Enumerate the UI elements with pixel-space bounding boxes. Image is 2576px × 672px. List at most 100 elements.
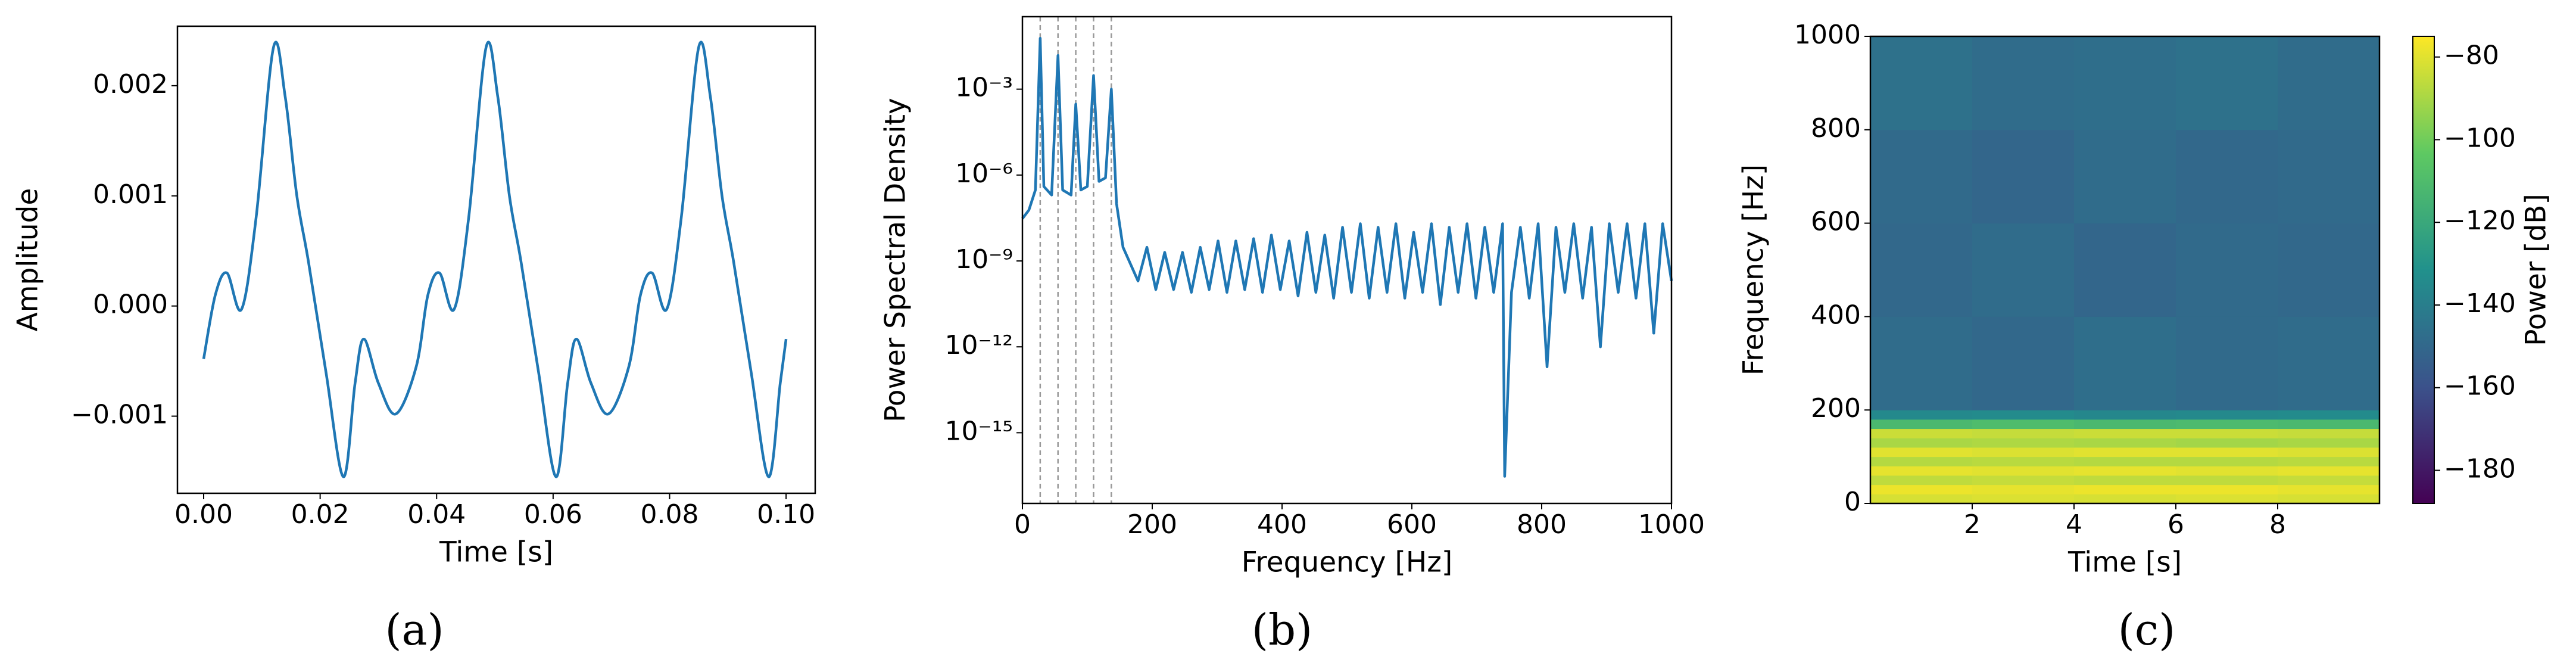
spectrogram-cell xyxy=(2278,456,2380,466)
y-axis-label: Amplitude xyxy=(12,188,45,332)
x-tick-label: 1000 xyxy=(1638,509,1705,540)
spectrogram-cell xyxy=(1972,456,2075,466)
x-tick-label: 400 xyxy=(1257,509,1307,540)
spectrogram-cell xyxy=(1972,410,2075,420)
spectrogram-cell xyxy=(1870,494,1973,504)
spectrogram-cell xyxy=(2278,36,2380,130)
spectrogram-cell xyxy=(2074,428,2176,438)
spectrogram-cell xyxy=(1972,484,2075,494)
colorbar-label: Power [dB] xyxy=(2520,194,2553,346)
spectrogram-cell xyxy=(2176,36,2278,130)
x-tick-label: 0.08 xyxy=(640,499,698,530)
spectrogram-cell xyxy=(2176,223,2278,317)
y-tick-label: 10⁻¹² xyxy=(945,330,1013,360)
spectrogram-cell xyxy=(1870,456,1973,466)
spectrogram-cell xyxy=(1870,438,1973,448)
spectrogram-cell xyxy=(1870,475,1973,486)
spectrogram-cell xyxy=(2074,466,2176,476)
y-tick-label: 600 xyxy=(1811,207,1861,237)
spectrogram-cell xyxy=(2278,223,2380,317)
y-tick-label: 10⁻¹⁵ xyxy=(945,416,1013,446)
colorbar-tick-label: −80 xyxy=(2444,41,2499,71)
spectrogram-cell xyxy=(2278,475,2380,486)
spectrogram-cell xyxy=(2176,494,2278,504)
spectrogram-cell xyxy=(1972,447,2075,458)
spectrogram-cell xyxy=(1972,494,2075,504)
spectrogram-cell xyxy=(2176,456,2278,466)
spectrogram-cell xyxy=(2278,447,2380,458)
y-tick-label: 0.002 xyxy=(93,69,168,99)
spectrogram-cell xyxy=(2176,466,2278,476)
spectrogram-cell xyxy=(1972,36,2075,130)
y-tick-label: 0.000 xyxy=(93,290,168,320)
x-tick-label: 800 xyxy=(1517,509,1567,540)
spectrogram-cell xyxy=(1870,484,1973,494)
x-tick-label: 0.00 xyxy=(174,499,233,530)
spectrogram-cell xyxy=(2074,438,2176,448)
axes-frame xyxy=(176,25,816,494)
spectrogram-cell xyxy=(1972,466,2075,476)
spectrogram-cell xyxy=(2278,494,2380,504)
x-tick-label: 200 xyxy=(1127,509,1177,540)
spectrogram-cell xyxy=(1972,428,2075,438)
x-tick-label: 0 xyxy=(1014,509,1031,540)
colorbar-tick-label: −140 xyxy=(2444,288,2516,319)
spectrogram-cell xyxy=(2074,316,2176,410)
spectrogram-cell xyxy=(1972,438,2075,448)
y-tick-label: 0.001 xyxy=(93,179,168,210)
y-tick-label: 0 xyxy=(1844,487,1861,517)
spectrogram-cell xyxy=(2074,456,2176,466)
colorbar-tick-label: −100 xyxy=(2444,123,2516,153)
panel-caption: (a) xyxy=(385,605,444,655)
y-tick-label: 400 xyxy=(1811,300,1861,330)
spectrogram-cell xyxy=(1870,447,1973,458)
colorbar-tick-label: −160 xyxy=(2444,371,2516,402)
spectrogram-cell xyxy=(2278,410,2380,420)
x-tick-label: 0.10 xyxy=(757,499,815,530)
spectrogram-cell xyxy=(2278,419,2380,430)
spectrogram-cell xyxy=(2278,484,2380,494)
spectrogram-cell xyxy=(2278,438,2380,448)
spectrogram-cell xyxy=(1870,466,1973,476)
spectrogram-cell xyxy=(2176,428,2278,438)
spectrogram-cell xyxy=(2278,129,2380,224)
spectrogram-cell xyxy=(2074,419,2176,430)
x-tick-label: 0.02 xyxy=(291,499,350,530)
x-tick-label: 600 xyxy=(1387,509,1437,540)
spectrogram-cell xyxy=(2074,447,2176,458)
spectrogram-cell xyxy=(1972,475,2075,486)
spectrogram-cell xyxy=(1972,129,2075,224)
x-tick-label: 0.04 xyxy=(407,499,466,530)
y-tick-label: −0.001 xyxy=(71,400,168,430)
y-tick-label: 10⁻⁹ xyxy=(955,244,1013,275)
spectrogram-cell xyxy=(2176,129,2278,224)
spectrogram-cell xyxy=(1870,129,1973,224)
spectrogram-cell xyxy=(1870,316,1973,410)
y-tick-label: 800 xyxy=(1811,113,1861,144)
spectrogram-cell xyxy=(2074,484,2176,494)
y-tick-label: 10⁻³ xyxy=(955,73,1013,103)
spectrogram-cell xyxy=(2176,410,2278,420)
x-axis-label: Time [s] xyxy=(439,536,553,569)
colorbar xyxy=(2412,36,2435,504)
spectrogram-cell xyxy=(2278,428,2380,438)
axes-frame xyxy=(1021,15,1673,505)
spectrogram-cell xyxy=(2176,316,2278,410)
spectrogram-cell xyxy=(1870,419,1973,430)
spectrogram-cell xyxy=(1870,428,1973,438)
spectrogram-cell xyxy=(2074,475,2176,486)
spectrogram-cell xyxy=(2176,475,2278,486)
spectrogram-cell xyxy=(1870,223,1973,317)
signal-line xyxy=(202,41,788,478)
x-axis-label: Time [s] xyxy=(2067,546,2182,579)
spectrogram-cell xyxy=(2176,419,2278,430)
x-tick-label: 4 xyxy=(2066,509,2082,540)
y-tick-label: 10⁻⁶ xyxy=(955,158,1013,189)
panel-caption: (c) xyxy=(2118,605,2176,655)
spectrogram-cell xyxy=(2074,129,2176,224)
y-axis-label: Frequency [Hz] xyxy=(1738,164,1770,375)
colorbar-tick-label: −120 xyxy=(2444,206,2516,236)
y-axis-label: Power Spectral Density xyxy=(880,98,912,422)
x-tick-label: 2 xyxy=(1964,509,1981,540)
